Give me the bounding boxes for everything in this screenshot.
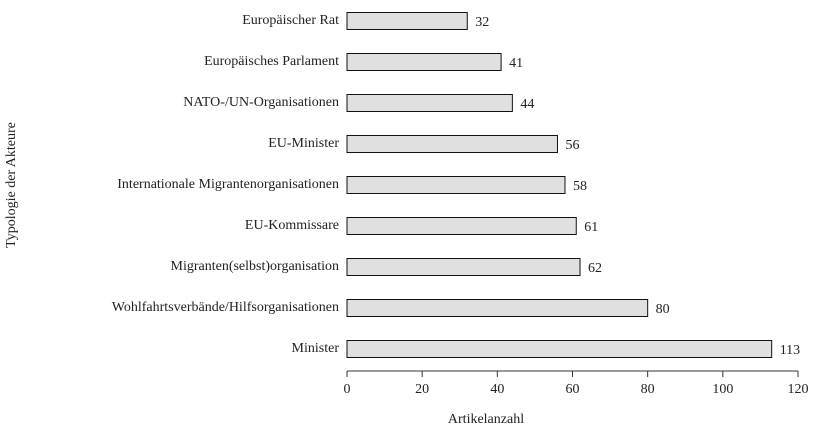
y-tick-label: EU-Kommissare	[245, 218, 339, 233]
y-tick-label: Internationale Migrantenorganisationen	[117, 177, 339, 192]
value-label: 41	[509, 56, 523, 71]
y-tick-label: Minister	[292, 341, 340, 356]
bar	[346, 299, 649, 317]
bar	[346, 217, 577, 235]
bar	[346, 176, 566, 194]
x-tick-label: 60	[566, 382, 580, 397]
value-label: 44	[520, 97, 534, 112]
bar	[346, 53, 502, 71]
y-tick-label: Europäischer Rat	[242, 13, 339, 28]
bar	[346, 94, 513, 112]
x-tick-label: 100	[712, 382, 733, 397]
value-label: 62	[588, 261, 602, 276]
x-tick-label: 80	[641, 382, 655, 397]
value-label: 56	[565, 138, 579, 153]
y-tick-label: EU-Minister	[268, 136, 339, 151]
bar	[346, 340, 773, 358]
value-label: 32	[475, 15, 489, 30]
value-label: 61	[584, 220, 598, 235]
x-tick-label: 120	[788, 382, 809, 397]
y-tick-label: Migranten(selbst)organisation	[171, 259, 340, 274]
x-tick-label: 20	[415, 382, 429, 397]
y-tick-label: NATO-/UN-Organisationen	[183, 95, 339, 110]
value-label: 58	[573, 179, 587, 194]
y-tick-label: Europäisches Parlament	[204, 54, 339, 69]
y-tick-label: Wohlfahrtsverbände/Hilfsorganisationen	[112, 300, 339, 315]
bar	[346, 258, 581, 276]
y-axis-label: Typologie der Akteure	[4, 122, 19, 248]
x-axis-label: Artikelanzahl	[448, 412, 524, 427]
x-tick-label: 40	[490, 382, 504, 397]
bar	[346, 135, 558, 153]
value-label: 80	[656, 302, 670, 317]
bar	[346, 12, 468, 30]
value-label: 113	[780, 343, 800, 358]
x-tick-label: 0	[344, 382, 351, 397]
